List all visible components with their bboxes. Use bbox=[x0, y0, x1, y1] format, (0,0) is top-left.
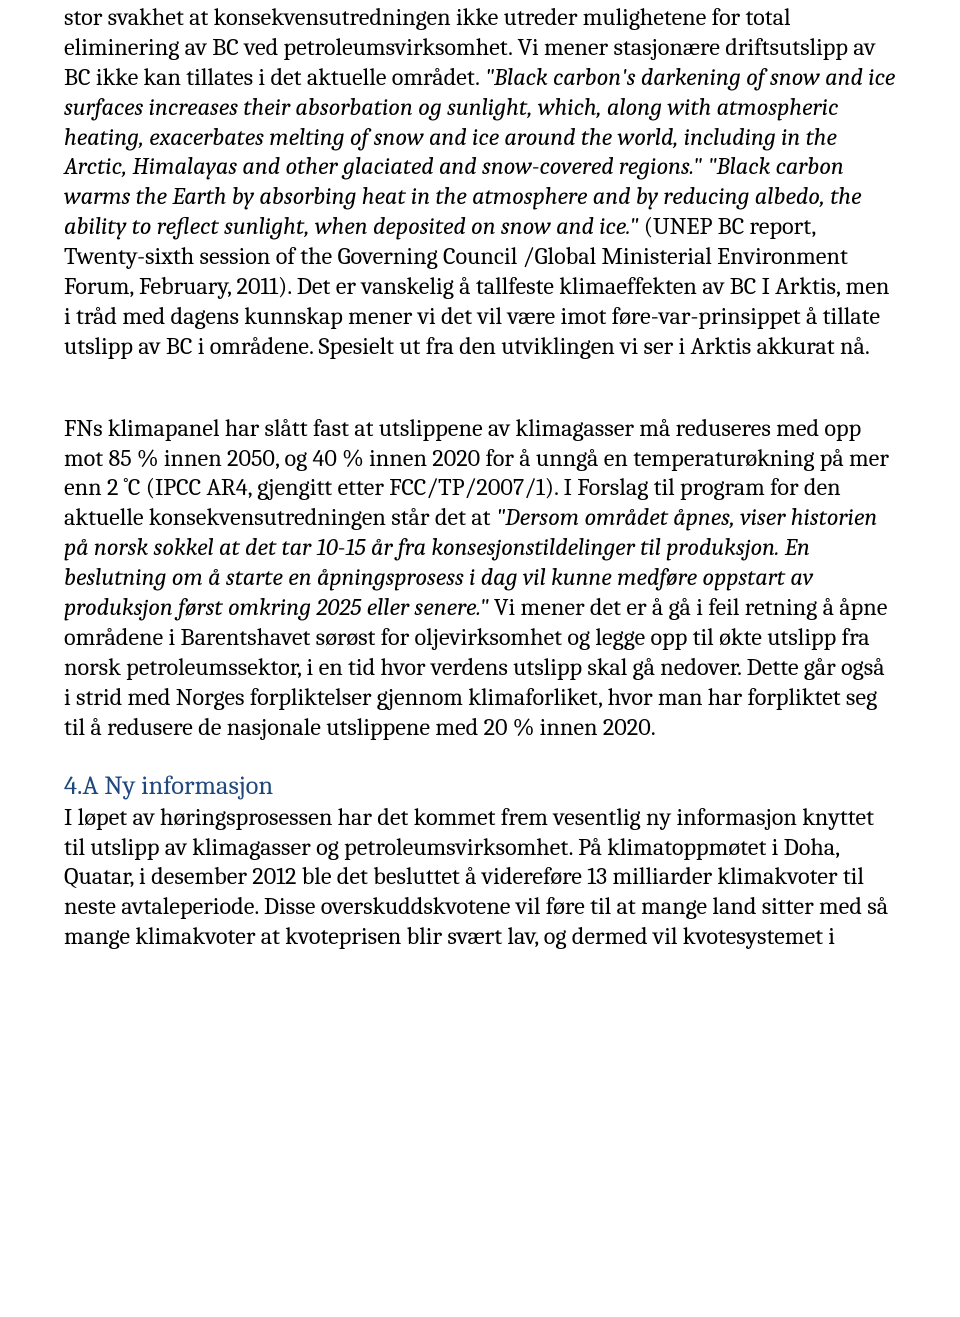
paragraph-3: I løpet av høringsprosessen har det komm… bbox=[64, 804, 896, 953]
paragraph-1: stor svakhet at konsekvensutredningen ik… bbox=[64, 4, 896, 363]
paragraph-2: FNs klimapanel har slått fast at utslipp… bbox=[64, 415, 896, 744]
document-page: stor svakhet at konsekvensutredningen ik… bbox=[0, 0, 960, 1317]
section-heading-4a: 4.A Ny informasjon bbox=[64, 769, 896, 802]
